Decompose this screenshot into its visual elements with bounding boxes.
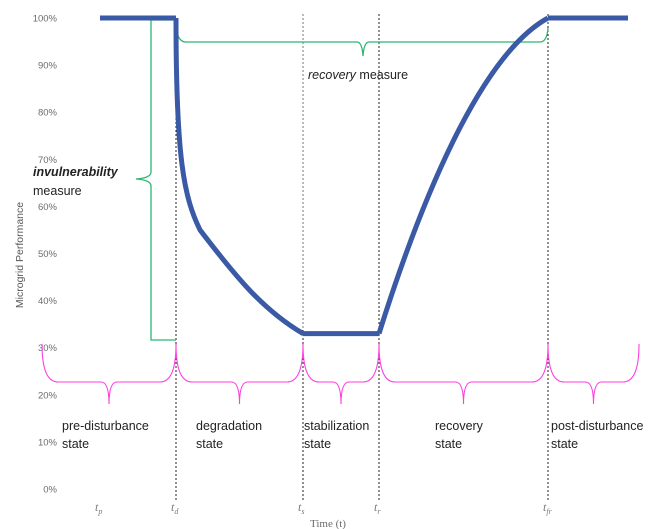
state-labels: pre-disturbance state degradation state … [62,419,643,451]
state-label: state [551,437,578,451]
recovery-measure-label: recovery measure [308,68,408,82]
x-axis-label: Time (t) [310,518,346,529]
y-tick-label: 30% [38,343,58,354]
y-tick-label: 50% [38,249,58,260]
y-axis-label: Microgrid Performance [14,202,26,308]
y-tick-label: 20% [38,390,58,401]
time-marker-label: ts [298,500,304,516]
state-braces [41,343,640,405]
state-label: post-disturbance [551,419,643,433]
y-tick-label: 80% [38,108,58,119]
invulnerability-label-line2: measure [33,184,82,198]
y-tick-label: 10% [38,437,58,448]
recovery-measure-brace [175,27,549,57]
y-tick-label: 90% [38,61,58,72]
time-marker-labels: tp td ts tr tfr [95,500,553,516]
state-label: state [196,437,223,451]
state-brace [547,343,640,405]
state-brace [175,343,304,405]
state-brace [41,343,177,405]
invulnerability-measure-brace [135,19,176,341]
time-marker-label: tr [374,500,381,516]
state-brace [378,343,549,405]
y-tick-label: 60% [38,202,58,213]
state-label: stabilization [304,419,369,433]
curve-segment-degradation [173,17,305,336]
state-label: state [62,437,89,451]
invulnerability-label-line1: invulnerability [33,165,119,179]
state-label: state [304,437,331,451]
y-tick-label: 40% [38,296,58,307]
state-label: recovery [435,419,484,433]
time-marker-label: tp [95,500,102,516]
measure-braces [135,19,549,341]
y-tick-label: 0% [43,485,57,496]
state-label: pre-disturbance [62,419,149,433]
performance-curve [100,15,628,337]
y-tick-label: 70% [38,155,58,166]
time-marker-label: td [171,500,179,516]
curve-segment-recovery [376,15,550,335]
state-brace [302,343,380,405]
y-tick-label: 100% [33,14,58,25]
y-tick-labels: 0% 10% 20% 30% 40% 50% 60% 70% 80% 90% 100% [33,14,58,496]
state-label: degradation [196,419,262,433]
time-marker-label: tfr [543,500,553,516]
state-label: state [435,437,462,451]
